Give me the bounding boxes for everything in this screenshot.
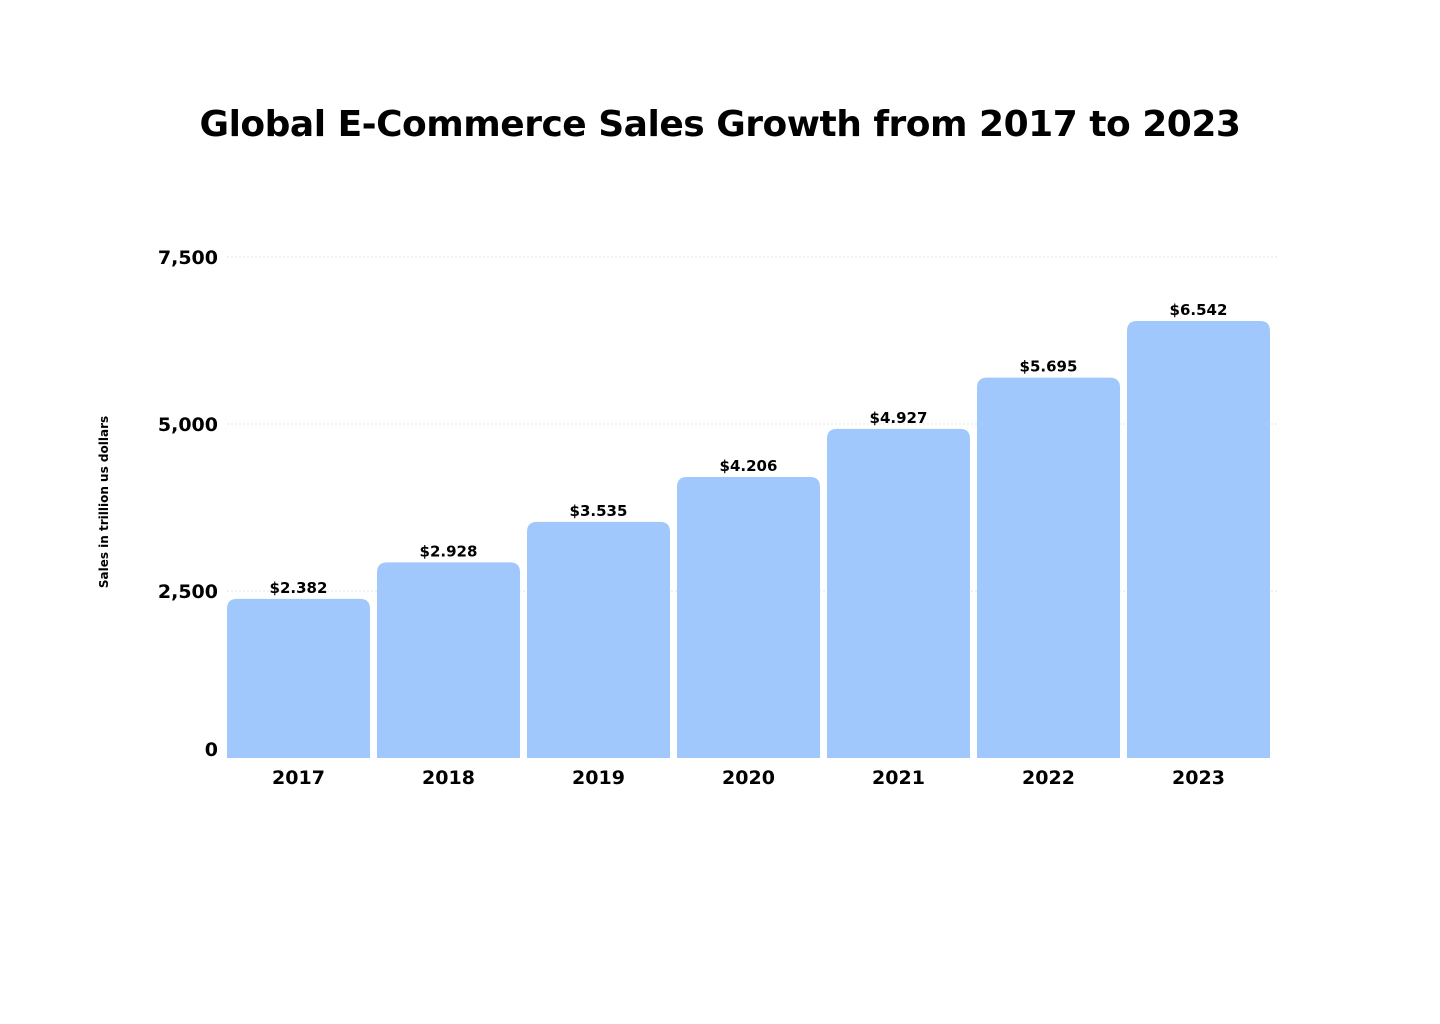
value-label-2019: $3.535 — [570, 502, 628, 520]
y-tick-label: 2,500 — [158, 581, 218, 603]
value-label-2018: $2.928 — [420, 542, 478, 560]
value-labels: $2.382 $2.928 $3.535 $4.206 $4.927 $5.695 $6.5… — [270, 301, 1228, 597]
bar-2020 — [677, 477, 820, 758]
value-label-2020: $4.206 — [720, 457, 778, 475]
y-axis-ticks: 0 2,500 5,000 7,500 — [158, 247, 218, 761]
x-tick-label-2020: 2020 — [722, 767, 775, 789]
bar-2021 — [827, 428, 970, 758]
bar-2022 — [977, 377, 1120, 758]
bar-2023 — [1127, 320, 1270, 758]
bar-2019 — [527, 521, 670, 758]
x-tick-label-2021: 2021 — [872, 767, 925, 789]
x-tick-label-2017: 2017 — [272, 767, 325, 789]
value-label-2021: $4.927 — [870, 409, 928, 427]
x-tick-label-2019: 2019 — [572, 767, 625, 789]
bar-2018 — [377, 562, 520, 758]
x-tick-label-2018: 2018 — [422, 767, 475, 789]
y-tick-label: 5,000 — [158, 414, 218, 436]
x-tick-label-2023: 2023 — [1172, 767, 1225, 789]
x-tick-label-2022: 2022 — [1022, 767, 1075, 789]
bars — [227, 320, 1270, 758]
chart-title: Global E-Commerce Sales Growth from 2017… — [199, 104, 1241, 145]
y-tick-label: 0 — [205, 739, 218, 761]
value-label-2023: $6.542 — [1170, 301, 1228, 319]
y-tick-label: 7,500 — [158, 247, 218, 269]
value-label-2017: $2.382 — [270, 579, 328, 597]
x-axis-categories: 2017 2018 2019 2020 2021 2022 2023 — [272, 767, 1225, 789]
bar-2017 — [227, 598, 370, 758]
value-label-2022: $5.695 — [1020, 358, 1078, 376]
y-axis-label: Sales in trillion us dollars — [97, 416, 111, 588]
